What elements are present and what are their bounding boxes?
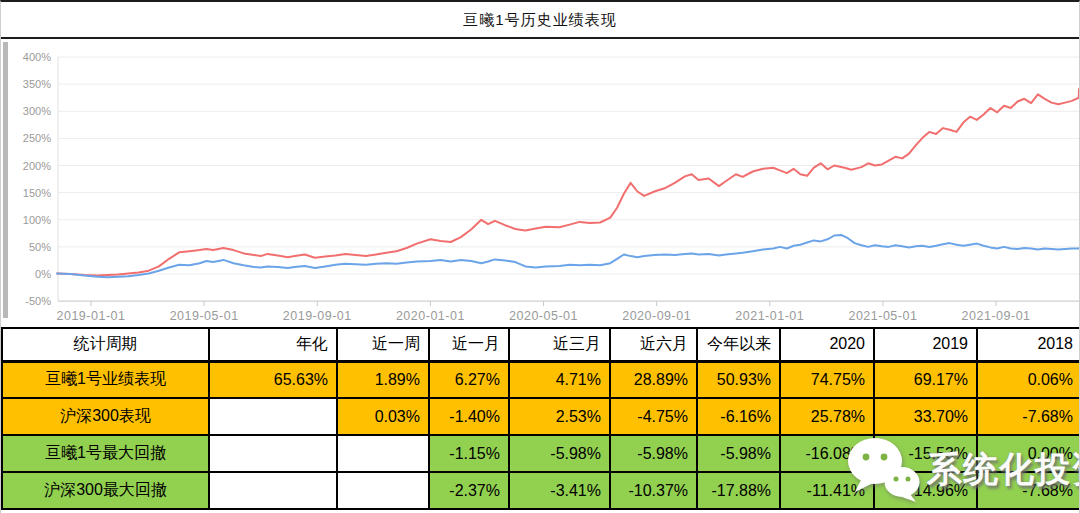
- cell-value: -16.08%: [780, 435, 874, 472]
- cell-value: 2.53%: [509, 398, 610, 435]
- cell-value: 69.17%: [874, 361, 977, 398]
- cell-value: 4.71%: [509, 361, 610, 398]
- cell-value: -1.15%: [429, 435, 509, 472]
- cell-value: 0.06%: [977, 361, 1080, 398]
- cell-value: -5.98%: [697, 435, 780, 472]
- cell-value: -7.68%: [977, 398, 1080, 435]
- y-axis-tick-label: 300%: [23, 105, 51, 117]
- blank-cell: [337, 435, 429, 472]
- blank-cell: [209, 435, 337, 472]
- line-chart-canvas: 400% 350% 300% 250% 200% 150% 100% 50% 0% -50% 201…: [1, 39, 1080, 327]
- blank-cell: [337, 472, 429, 509]
- table-row: 沪深300表现 0.03%-1.40%2.53%-4.75%-6.16%25.78…: [2, 398, 1080, 435]
- page-title: 亘曦1号历史业绩表现: [1, 2, 1079, 39]
- cell-value: -5.98%: [509, 435, 610, 472]
- col-header: 近三月: [509, 328, 610, 361]
- cell-value: -6.16%: [697, 398, 780, 435]
- y-axis-tick-label: 400%: [23, 51, 51, 63]
- cell-value: 74.75%: [780, 361, 874, 398]
- y-axis-tick-label: 350%: [23, 78, 51, 90]
- y-axis-tick-label: 150%: [23, 187, 51, 199]
- x-axis-tick-label: 2021-05-01: [848, 309, 917, 323]
- cell-value: -17.88%: [697, 472, 780, 509]
- table-row: 亘曦1号最大回撤-1.15%-5.98%-5.98%-5.98%-16.08%-…: [2, 435, 1080, 472]
- y-axis-tick-label: -50%: [25, 295, 51, 307]
- cell-value: -3.41%: [509, 472, 610, 509]
- chart-left-edge: [3, 42, 8, 318]
- row-label: 亘曦1号最大回撤: [2, 435, 209, 472]
- col-header: 近一周: [337, 328, 429, 361]
- cell-value: 33.70%: [874, 398, 977, 435]
- x-axis-tick-label: 2020-05-01: [509, 309, 578, 323]
- y-axis-tick-label: 250%: [23, 132, 51, 144]
- table-row: 沪深300最大回撤 -2.37%-3.41%-10.37%-17.88%-11.4…: [2, 472, 1080, 509]
- series-line-0: [57, 89, 1079, 276]
- cell-value: 25.78%: [780, 398, 874, 435]
- cell-value: 65.63%: [209, 361, 337, 398]
- cell-value: -4.75%: [610, 398, 697, 435]
- cell-value: -7.68%: [977, 472, 1080, 509]
- x-axis-tick-label: 2019-09-01: [283, 309, 352, 323]
- x-axis-tick-label: 2020-01-01: [396, 309, 465, 323]
- performance-table: 统计周期年化近一周近一月近三月近六月今年以来202020192018亘曦1号业绩…: [1, 327, 1080, 510]
- blank-cell: [209, 398, 337, 435]
- cell-value: 6.27%: [429, 361, 509, 398]
- col-header: 今年以来: [697, 328, 780, 361]
- series-line-1: [57, 235, 1079, 277]
- row-label: 亘曦1号业绩表现: [2, 361, 209, 398]
- col-header: 近六月: [610, 328, 697, 361]
- y-axis-tick-label: 50%: [29, 241, 51, 253]
- row-label: 沪深300最大回撤: [2, 472, 209, 509]
- y-axis-tick-label: 200%: [23, 160, 51, 172]
- cell-value: 50.93%: [697, 361, 780, 398]
- cell-value: -11.41%: [780, 472, 874, 509]
- cell-value: -14.96%: [874, 472, 977, 509]
- blank-cell: [209, 472, 337, 509]
- col-header: 2018: [977, 328, 1080, 361]
- col-header: 2019: [874, 328, 977, 361]
- table-header-row: 统计周期年化近一周近一月近三月近六月今年以来202020192018: [2, 328, 1080, 361]
- y-axis-tick-label: 100%: [23, 214, 51, 226]
- x-axis-tick-label: 2021-09-01: [962, 309, 1031, 323]
- row-label: 沪深300表现: [2, 398, 209, 435]
- cell-value: -2.37%: [429, 472, 509, 509]
- performance-chart: 400% 350% 300% 250% 200% 150% 100% 50% 0% -50% 201…: [1, 39, 1079, 327]
- y-axis-tick-label: 0%: [35, 268, 51, 280]
- col-header: 近一月: [429, 328, 509, 361]
- cell-value: 0.00%: [977, 435, 1080, 472]
- col-header: 统计周期: [2, 328, 209, 361]
- col-header: 年化: [209, 328, 337, 361]
- cell-value: -1.40%: [429, 398, 509, 435]
- x-axis-tick-label: 2019-01-01: [57, 309, 126, 323]
- cell-value: 1.89%: [337, 361, 429, 398]
- table-row: 亘曦1号业绩表现65.63%1.89%6.27%4.71%28.89%50.93…: [2, 361, 1080, 398]
- report-panel: 亘曦1号历史业绩表现 400% 350% 300% 250% 200% 150% 100% 5…: [0, 0, 1080, 513]
- cell-value: -15.53%: [874, 435, 977, 472]
- col-header: 2020: [780, 328, 874, 361]
- cell-value: -10.37%: [610, 472, 697, 509]
- x-axis-tick-label: 2020-09-01: [622, 309, 691, 323]
- x-axis-tick-label: 2021-01-01: [735, 309, 804, 323]
- x-axis-tick-label: 2019-05-01: [170, 309, 239, 323]
- cell-value: 0.03%: [337, 398, 429, 435]
- cell-value: -5.98%: [610, 435, 697, 472]
- cell-value: 28.89%: [610, 361, 697, 398]
